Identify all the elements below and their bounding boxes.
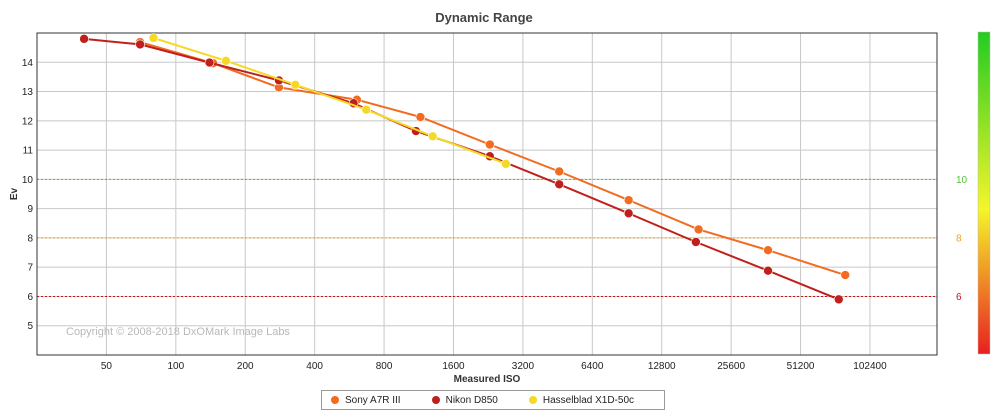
x-tick-label: 400 <box>306 361 323 372</box>
x-tick-label: 1600 <box>442 361 465 372</box>
legend-label: Hasselblad X1D-50c <box>542 394 635 406</box>
x-tick-label: 200 <box>237 361 254 372</box>
x-tick-label: 51200 <box>787 361 815 372</box>
y-tick-label: 6 <box>27 292 33 303</box>
y-tick-label: 14 <box>22 58 34 69</box>
data-point[interactable] <box>148 33 159 43</box>
series-hasselblad-x1d-50c <box>148 33 511 169</box>
data-point[interactable] <box>833 294 844 305</box>
legend-item[interactable]: Hasselblad X1D-50c <box>528 394 635 406</box>
data-point[interactable] <box>290 80 301 90</box>
data-point[interactable] <box>79 34 89 44</box>
grid <box>37 33 937 355</box>
legend-marker-icon <box>528 396 537 404</box>
legend-label: Nikon D850 <box>445 394 498 406</box>
data-point[interactable] <box>485 139 495 150</box>
data-point[interactable] <box>427 131 438 142</box>
y-axis-label: Ev <box>9 187 20 200</box>
y-tick-label: 11 <box>23 146 34 157</box>
legend: Sony A7R III Nikon D850 Hasselblad X1D-50c <box>321 390 665 410</box>
reference-line-label: 6 <box>956 292 962 303</box>
x-tick-label: 12800 <box>648 361 676 372</box>
legend-marker-icon <box>431 396 440 404</box>
data-point[interactable] <box>554 179 565 190</box>
series-line <box>84 37 840 301</box>
reference-line-label: 10 <box>956 175 968 186</box>
x-axis-ticks: 50 100 200 400 800 1600 3200 6400 12800 25600 5120… <box>101 361 887 372</box>
reference-line-label: 8 <box>956 233 962 244</box>
data-point[interactable] <box>691 237 701 247</box>
y-tick-label: 9 <box>27 204 33 215</box>
data-point[interactable] <box>135 39 145 50</box>
y-tick-label: 12 <box>22 116 34 127</box>
data-point[interactable] <box>221 56 231 66</box>
x-tick-label: 100 <box>167 361 184 372</box>
series-nikon-d850 <box>79 34 844 305</box>
data-point[interactable] <box>204 57 215 68</box>
legend-item[interactable]: Sony A7R III <box>331 395 401 406</box>
plot-frame <box>36 32 938 356</box>
x-tick-label: 102400 <box>853 361 887 372</box>
y-tick-label: 8 <box>27 233 33 244</box>
copyright-watermark: Copyright © 2008-2018 DxOMark Image Labs <box>66 326 290 338</box>
y-tick-label: 13 <box>22 87 34 98</box>
data-point[interactable] <box>501 159 511 169</box>
reference-lines: 10 8 6 <box>37 175 968 303</box>
x-tick-label: 50 <box>101 361 113 372</box>
data-point[interactable] <box>840 270 851 280</box>
data-point[interactable] <box>623 195 634 205</box>
data-point[interactable] <box>693 224 704 235</box>
chart-title: Dynamic Range <box>435 10 533 25</box>
x-tick-label: 800 <box>376 361 393 372</box>
data-point[interactable] <box>554 166 565 177</box>
x-tick-label: 25600 <box>717 361 745 372</box>
data-point[interactable] <box>763 265 773 276</box>
data-point[interactable] <box>415 112 426 122</box>
y-axis-ticks: 5 6 7 8 9 10 11 12 13 14 <box>22 58 34 332</box>
y-tick-label: 7 <box>27 263 33 274</box>
x-tick-label: 3200 <box>512 361 535 372</box>
color-scale-bar <box>977 31 991 355</box>
legend-label: Sony A7R III <box>345 394 401 406</box>
data-point[interactable] <box>361 104 372 115</box>
series-line <box>153 37 507 165</box>
data-point[interactable] <box>623 208 634 219</box>
x-axis-label: Measured ISO <box>454 374 521 385</box>
data-point[interactable] <box>763 245 773 256</box>
legend-item[interactable]: Nikon D850 <box>431 394 498 406</box>
y-tick-label: 10 <box>22 175 34 186</box>
legend-marker-icon <box>331 396 339 404</box>
x-tick-label: 6400 <box>581 361 604 372</box>
series-group <box>79 33 851 305</box>
y-tick-label: 5 <box>27 321 33 332</box>
